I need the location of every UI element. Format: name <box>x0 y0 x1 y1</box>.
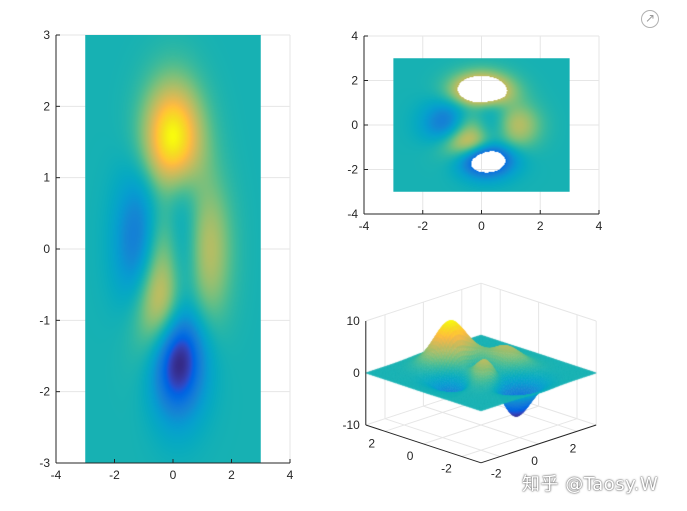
y-tick-label: 1 <box>43 171 50 185</box>
x-tick-label: -4 <box>359 219 370 233</box>
x-axis-line <box>480 424 597 464</box>
x-tick-label: 0 <box>478 219 485 233</box>
x-tick-label: -2 <box>109 468 120 482</box>
x-tick-label: -4 <box>51 468 62 482</box>
top-right-y-tick-labels: 4 2 0 -2 -4 <box>347 29 358 221</box>
watermark-text: 知乎 @Taosy.W <box>522 474 659 495</box>
y-tick-label: -2 <box>39 385 50 399</box>
z-tick-label: 0 <box>353 366 360 380</box>
left-heatmap-axes: -4 -2 0 2 4 3 2 1 0 -1 -2 -3 <box>39 28 293 482</box>
top-right-axes-box <box>363 35 600 215</box>
y-tick-label: -2 <box>441 462 452 476</box>
left-heatmap-image <box>85 35 261 463</box>
y-tick-label: 4 <box>351 29 358 43</box>
3d-surface-image <box>352 306 607 421</box>
top-right-masked-heatmap-axes: -4 -2 0 2 4 4 2 0 -2 -4 <box>347 29 602 233</box>
y-tick-label: 0 <box>351 118 358 132</box>
y-tick-label: 2 <box>43 99 50 113</box>
x-tick-label: 2 <box>570 441 577 455</box>
3d-z-tick-labels: 10 0 -10 <box>342 314 360 432</box>
x-tick-label: 0 <box>531 454 538 468</box>
x-tick-label: 4 <box>287 468 294 482</box>
x-tick-label: -2 <box>491 467 502 481</box>
y-tick-label: -1 <box>39 313 50 327</box>
y-tick-label: -3 <box>39 456 50 470</box>
x-tick-label: 2 <box>228 468 235 482</box>
z-tick-label: -10 <box>342 418 360 432</box>
y-tick-label: 0 <box>407 449 414 463</box>
x-tick-label: -2 <box>417 219 428 233</box>
left-y-tick-labels: 3 2 1 0 -1 -2 -3 <box>39 28 50 470</box>
y-tick-label: 2 <box>368 436 375 450</box>
left-axes-box <box>55 34 291 464</box>
x-tick-label: 0 <box>170 468 177 482</box>
3d-axes-lines <box>365 321 597 464</box>
y-tick-label: 0 <box>43 242 50 256</box>
y-tick-label: -4 <box>347 207 358 221</box>
y-axis-line <box>365 424 482 464</box>
bottom-right-3d-surface-axes: 10 0 -10 -2 0 2 2 0 -2 <box>342 282 607 481</box>
export-axes-button[interactable]: ↗ <box>641 10 659 28</box>
3d-x-tick-labels: -2 0 2 <box>491 441 577 480</box>
y-tick-label: 3 <box>43 28 50 42</box>
x-tick-label: 4 <box>596 219 603 233</box>
top-right-heatmap-image <box>393 58 570 192</box>
top-right-x-tick-labels: -4 -2 0 2 4 <box>359 219 603 233</box>
y-tick-label: 2 <box>351 74 358 88</box>
left-x-tick-labels: -4 -2 0 2 4 <box>51 468 294 482</box>
3d-y-tick-labels: 2 0 -2 <box>368 436 452 475</box>
y-tick-label: -2 <box>347 163 358 177</box>
z-tick-label: 10 <box>346 314 360 328</box>
x-tick-label: 2 <box>537 219 544 233</box>
